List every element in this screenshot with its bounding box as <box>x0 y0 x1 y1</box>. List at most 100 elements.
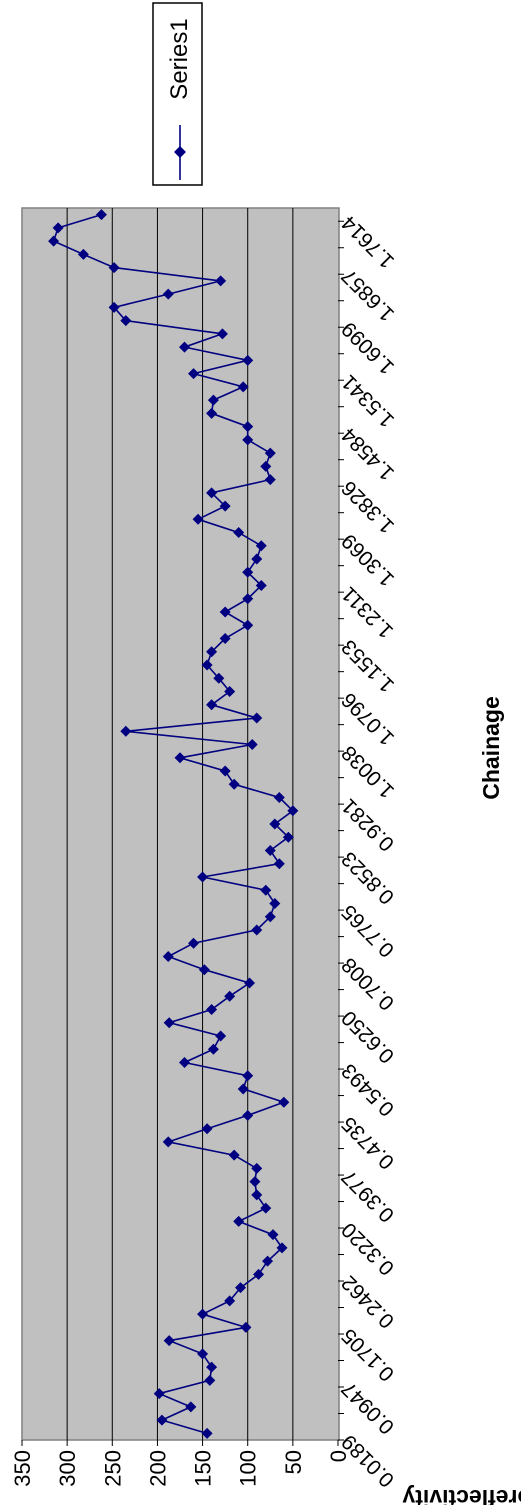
data-point <box>228 778 240 790</box>
y-tick-label: 300 <box>55 1450 80 1487</box>
data-point <box>197 871 209 883</box>
data-point <box>206 487 218 499</box>
data-point <box>120 725 132 737</box>
data-point <box>48 235 60 247</box>
data-point <box>242 1109 254 1121</box>
data-point <box>201 659 213 671</box>
y-axis-ticks <box>21 1440 339 1446</box>
data-point <box>77 248 89 260</box>
gridlines <box>66 208 294 1440</box>
data-point <box>206 699 218 711</box>
data-point <box>255 580 267 592</box>
data-point <box>287 805 299 817</box>
data-point <box>234 1282 246 1294</box>
data-point <box>278 1096 290 1108</box>
data-point <box>240 1321 252 1333</box>
data-point <box>216 328 228 340</box>
data-point <box>207 1043 219 1055</box>
data-point <box>219 500 231 512</box>
data-point <box>251 1189 263 1201</box>
legend-label: Series1 <box>166 18 193 99</box>
data-point <box>242 421 254 433</box>
data-point <box>262 1255 274 1267</box>
data-point <box>206 1361 218 1373</box>
data-point <box>251 924 263 936</box>
data-point <box>188 937 200 949</box>
data-point <box>237 381 249 393</box>
series-markers <box>48 209 299 1439</box>
data-point <box>244 977 256 989</box>
data-point <box>219 606 231 618</box>
data-point <box>249 1176 261 1188</box>
data-point <box>228 1149 240 1161</box>
data-point <box>215 1030 227 1042</box>
data-point <box>179 1056 191 1068</box>
data-point <box>237 1083 249 1095</box>
data-point <box>242 566 254 578</box>
data-point <box>242 619 254 631</box>
y-tick-label: 250 <box>100 1450 125 1487</box>
y-axis-title: Retroreflectivity <box>402 1485 521 1505</box>
data-point <box>174 752 186 764</box>
y-tick-label: 350 <box>10 1450 35 1487</box>
data-point <box>206 1003 218 1015</box>
data-point <box>162 1136 174 1148</box>
data-point <box>264 844 276 856</box>
data-point <box>253 1268 265 1280</box>
data-point <box>213 672 225 684</box>
data-point <box>273 792 285 804</box>
data-point <box>179 341 191 353</box>
data-point <box>188 368 200 380</box>
data-point <box>185 1401 197 1413</box>
data-point <box>52 222 64 234</box>
data-point <box>251 1162 263 1174</box>
data-point <box>120 315 132 327</box>
data-point <box>201 1427 213 1439</box>
data-point <box>267 1229 279 1241</box>
data-point <box>163 1017 175 1029</box>
data-point <box>242 354 254 366</box>
data-point <box>192 513 204 525</box>
data-point <box>197 1308 209 1320</box>
y-tick-label: 0 <box>326 1450 351 1462</box>
data-point <box>233 1215 245 1227</box>
plot-area <box>21 207 344 1446</box>
y-axis-tick-labels: 0 50 100 150 200 250 300 350 <box>10 1450 351 1487</box>
data-point <box>255 540 267 552</box>
data-point <box>260 1202 272 1214</box>
data-point <box>219 765 231 777</box>
data-point <box>269 818 281 830</box>
data-point <box>108 262 120 274</box>
data-point <box>224 686 236 698</box>
data-point <box>242 1070 254 1082</box>
data-point <box>215 275 227 287</box>
data-point <box>224 990 236 1002</box>
data-point <box>162 288 174 300</box>
data-point <box>206 407 218 419</box>
data-point <box>251 553 263 565</box>
data-point <box>207 394 219 406</box>
data-point <box>273 858 285 870</box>
y-tick-label: 50 <box>281 1450 306 1474</box>
y-tick-label: 150 <box>191 1450 216 1487</box>
y-tick-label: 200 <box>145 1450 170 1487</box>
data-point <box>246 739 258 751</box>
data-point <box>198 964 210 976</box>
data-point <box>153 1388 165 1400</box>
data-point <box>242 434 254 446</box>
x-axis-title: Chainage <box>478 696 504 800</box>
data-point <box>282 831 294 843</box>
data-point <box>156 1414 168 1426</box>
data-point <box>197 1348 209 1360</box>
data-point <box>206 646 218 658</box>
data-point <box>264 447 276 459</box>
data-point <box>201 1123 213 1135</box>
data-point <box>269 897 281 909</box>
legend-diamond-icon <box>174 146 186 158</box>
data-point <box>242 593 254 605</box>
data-point <box>233 527 245 539</box>
y-tick-label: 100 <box>236 1450 261 1487</box>
x-axis-ticks <box>338 220 344 1441</box>
data-point <box>219 633 231 645</box>
data-point <box>251 712 263 724</box>
